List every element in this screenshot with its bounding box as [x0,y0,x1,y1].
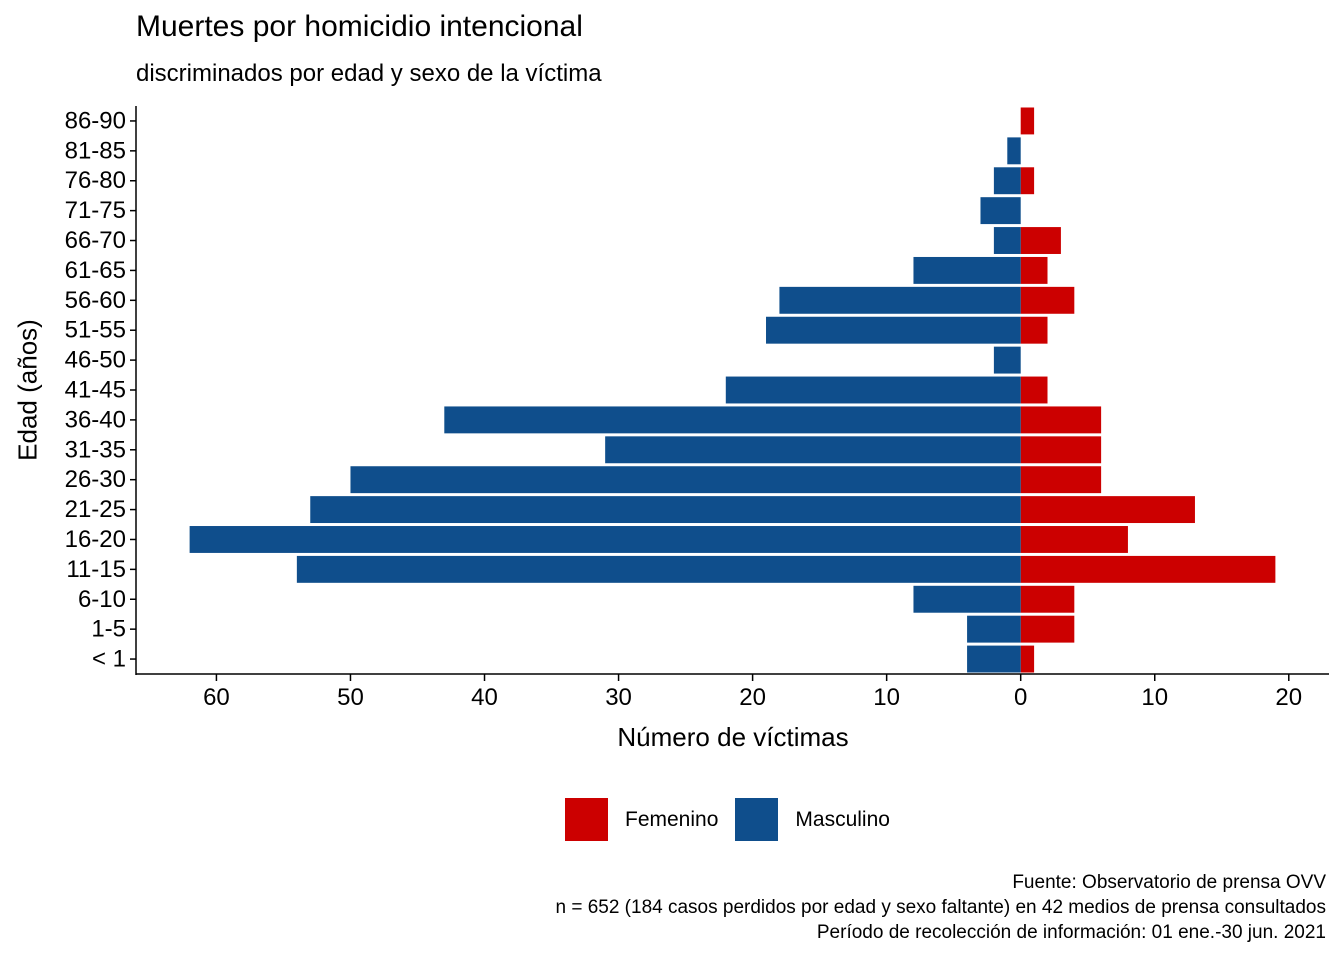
bar-masculino-61-65 [913,256,1021,284]
y-tick-label: 51-55 [65,317,126,344]
y-tick-label: 11-15 [66,556,126,583]
y-tick-label: 41-45 [65,377,126,404]
bar-femenino-36-40 [1020,406,1102,434]
y-tick-label: 81-85 [65,137,126,164]
y-tick-label: 66-70 [65,227,126,254]
bar-masculino-66-70 [993,227,1021,254]
y-axis-title: Edad (años) [12,319,43,461]
bar-masculino-6-10 [913,585,1021,613]
bar-masculino-51-55 [766,316,1021,344]
y-tick-label: 61-65 [65,257,126,284]
x-tick-label: 0 [1014,684,1027,711]
chart-subtitle: discriminados por edad y sexo de la víct… [136,60,602,87]
bar-masculino-21-25 [310,496,1021,524]
bar-masculino-71-75 [980,197,1021,225]
bar-femenino-61-65 [1020,256,1048,284]
caption-sample: n = 652 (184 casos perdidos por edad y s… [555,897,1326,918]
bar-masculino-56-60 [779,286,1021,314]
bar-masculino-16-20 [189,526,1021,553]
bar-femenino-11-15 [1020,555,1276,583]
bar-masculino-11-15 [296,555,1021,583]
bar-femenino-66-70 [1020,227,1061,254]
y-tick-label: 76-80 [65,167,126,194]
bar-femenino-21-25 [1020,496,1195,524]
y-tick-label: < 1 [92,646,126,673]
bar-femenino-41-45 [1020,376,1048,404]
bar-femenino-31-35 [1020,436,1102,464]
x-tick-label: 10 [1141,684,1168,711]
caption-period: Período de recolección de información: 0… [816,922,1326,943]
y-tick-label: 71-75 [65,197,126,224]
bar-femenino-56-60 [1020,286,1075,314]
bar-femenino-16-20 [1020,526,1128,553]
legend-key-masculino [735,798,779,841]
legend: Femenino Masculino [565,798,907,841]
y-tick-label: 86-90 [65,107,126,134]
x-tick-label: 30 [605,684,632,711]
bar-masculino-81-85 [1007,137,1021,165]
legend-label-masculino: Masculino [795,807,890,831]
bar-masculino-1-5 [967,615,1021,643]
bar-masculino-31-35 [605,436,1021,464]
x-tick-label: 50 [337,684,364,711]
y-tick-label: 26-30 [65,466,126,493]
x-tick-label: 40 [471,684,498,711]
bar-masculino-41-45 [725,376,1021,404]
bar-femenino-1 [1020,645,1035,673]
y-tick-label: 6-10 [78,586,126,613]
bar-femenino-51-55 [1020,316,1048,344]
bar-femenino-86-90 [1020,107,1035,135]
y-tick-label: 31-35 [65,436,126,463]
legend-key-femenino [565,798,608,841]
chart-title: Muertes por homicidio intencional [136,10,583,43]
legend-label-femenino: Femenino [625,807,719,831]
x-tick-label: 20 [1275,684,1302,711]
caption-source: Fuente: Observatorio de prensa OVV [1012,872,1326,893]
bar-femenino-76-80 [1020,167,1035,195]
bar-masculino-1 [967,645,1021,673]
bar-masculino-46-50 [993,346,1021,374]
x-tick-label: 60 [203,684,230,711]
bar-femenino-26-30 [1020,466,1102,494]
x-tick-label: 10 [873,684,900,711]
x-axis-title: Número de víctimas [617,722,849,752]
bar-masculino-36-40 [444,406,1021,434]
bar-femenino-6-10 [1020,585,1075,613]
x-tick-label: 20 [739,684,766,711]
y-tick-label: 21-25 [65,496,126,523]
y-tick-label: 1-5 [91,616,126,643]
bar-masculino-76-80 [993,167,1021,195]
y-tick-label: 36-40 [65,406,126,433]
y-tick-label: 56-60 [65,287,126,314]
bar-masculino-26-30 [350,466,1021,494]
bar-femenino-1-5 [1020,615,1075,643]
y-tick-label: 16-20 [65,526,126,553]
y-tick-label: 46-50 [65,347,126,374]
